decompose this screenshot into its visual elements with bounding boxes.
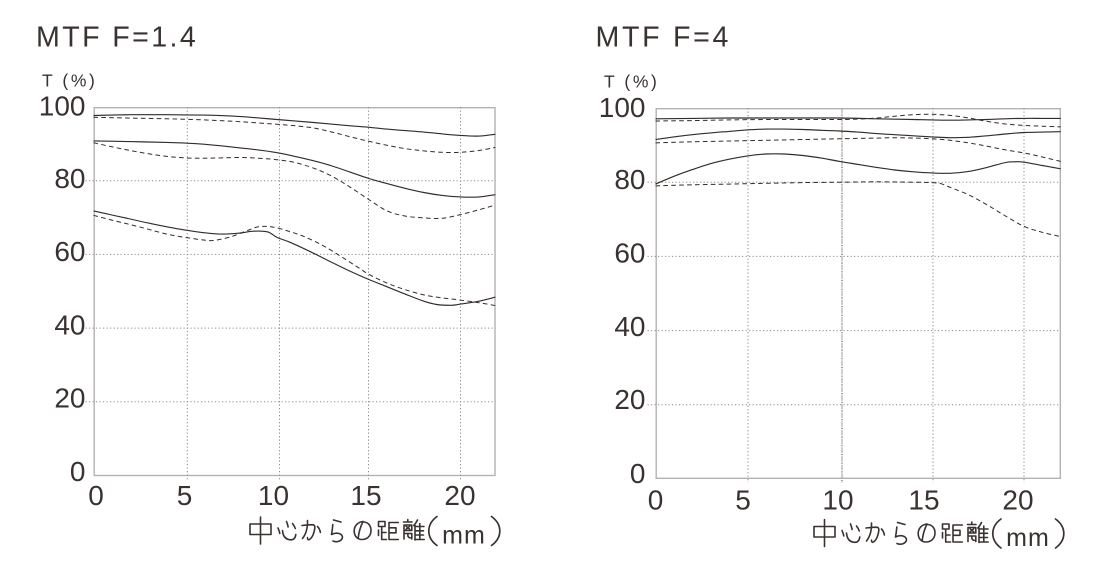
svg-text:100: 100 — [39, 91, 86, 122]
svg-text:10: 10 — [822, 485, 853, 516]
svg-text:60: 60 — [54, 236, 85, 267]
svg-text:0: 0 — [630, 458, 646, 489]
svg-text:40: 40 — [614, 311, 645, 342]
svg-text:40: 40 — [54, 310, 85, 341]
svg-text:mm: mm — [442, 522, 486, 550]
svg-text:100: 100 — [599, 92, 646, 123]
svg-text:5: 5 — [735, 485, 751, 516]
svg-text:15: 15 — [908, 485, 939, 516]
svg-text:0: 0 — [70, 456, 86, 487]
svg-text:20: 20 — [614, 384, 645, 415]
svg-text:80: 80 — [614, 164, 645, 195]
svg-text:20: 20 — [54, 383, 85, 414]
svg-text:80: 80 — [54, 163, 85, 194]
svg-text:0: 0 — [648, 485, 664, 516]
svg-text:MTF F=4: MTF F=4 — [596, 22, 732, 54]
svg-text:15: 15 — [350, 480, 381, 511]
svg-text:60: 60 — [614, 238, 645, 269]
svg-text:20: 20 — [444, 480, 475, 511]
svg-text:10: 10 — [258, 480, 289, 511]
svg-text:20: 20 — [1002, 485, 1033, 516]
svg-text:0: 0 — [88, 480, 104, 511]
svg-text:MTF F=1.4: MTF F=1.4 — [36, 22, 198, 54]
svg-text:T (%): T (%) — [604, 72, 659, 92]
svg-text:T (%): T (%) — [42, 71, 97, 91]
svg-text:5: 5 — [177, 480, 193, 511]
